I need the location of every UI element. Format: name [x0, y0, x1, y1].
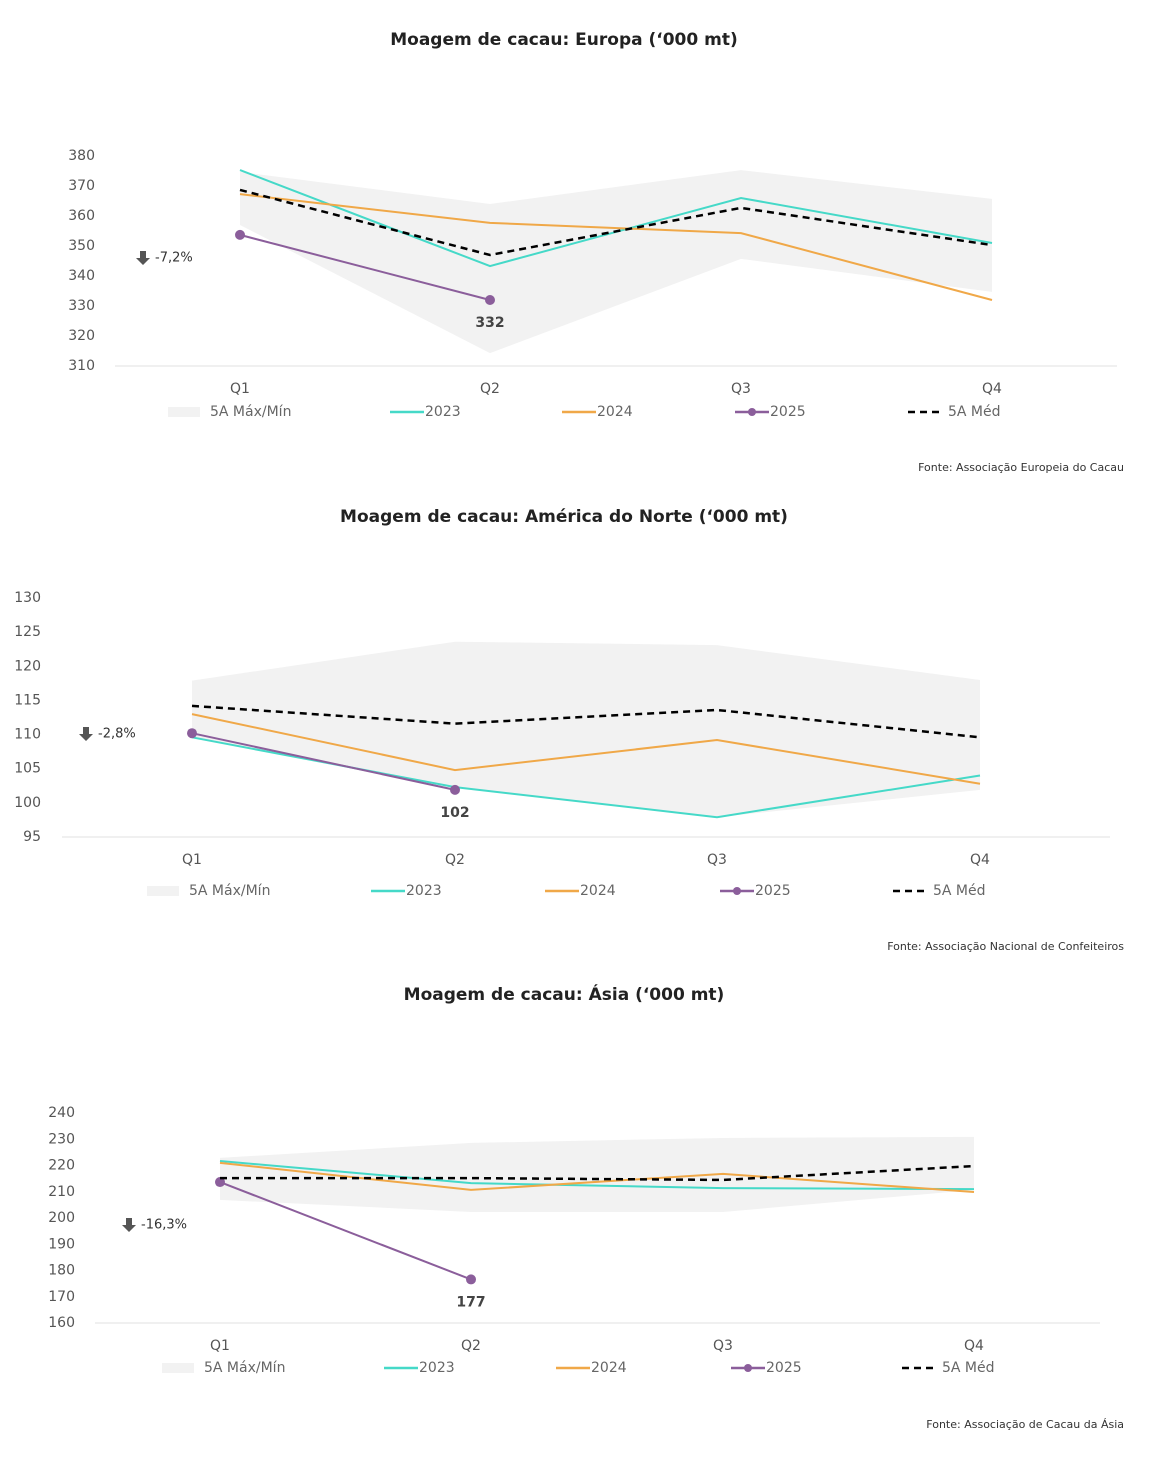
legend-label: 2023: [419, 1360, 455, 1376]
x-tick-label: Q1: [230, 381, 250, 397]
y-tick-label: 160: [48, 1315, 75, 1331]
x-tick-label: Q3: [707, 852, 727, 868]
series-line: [239, 188, 993, 257]
point: [466, 1274, 476, 1285]
legend-label: 2024: [591, 1360, 627, 1376]
y-tick-label: 105: [14, 761, 41, 777]
y-tick-label: 130: [14, 590, 41, 606]
y-tick-label: 110: [14, 727, 41, 743]
value-label: 102: [440, 805, 469, 821]
y-tick-label: 220: [48, 1158, 75, 1174]
legend-label: 2025: [755, 883, 791, 899]
y-tick-label: 200: [48, 1210, 75, 1226]
x-tick-label: Q1: [210, 1338, 230, 1354]
source: Fonte: Associação Europeia do Cacau: [918, 461, 1124, 474]
x-tick-label: Q2: [461, 1338, 481, 1354]
point: [215, 1177, 225, 1188]
y-tick-label: 170: [48, 1289, 75, 1305]
series-line: [191, 732, 456, 791]
x-tick-label: Q4: [964, 1338, 984, 1354]
point: [450, 784, 460, 795]
x-tick-label: Q4: [982, 381, 1002, 397]
series-line: [219, 1181, 472, 1281]
x-tick-label: Q3: [713, 1338, 733, 1354]
legend-label: 5A Méd: [948, 404, 1001, 420]
y-tick-label: 125: [14, 624, 41, 640]
series-line: [220, 1164, 975, 1182]
value-label: 177: [456, 1294, 485, 1310]
band-area: [220, 1136, 974, 1212]
x-tick-label: Q2: [445, 852, 465, 868]
point: [235, 229, 245, 240]
source: Fonte: Associação de Cacau da Ásia: [926, 1418, 1124, 1431]
point: [485, 295, 495, 305]
y-tick-label: 120: [14, 658, 41, 674]
legend-label: 5A Máx/Mín: [210, 404, 291, 420]
legend-label: 2025: [766, 1360, 802, 1376]
y-tick-label: 310: [68, 358, 95, 374]
y-tick-label: 340: [68, 268, 95, 284]
y-tick-label: 370: [68, 178, 95, 194]
chart-title: Moagem de cacau: Europa (‘000 mt): [390, 30, 738, 50]
x-tick-label: Q2: [480, 381, 500, 397]
y-tick-label: 180: [48, 1263, 75, 1279]
legend-swatch: [168, 407, 200, 417]
y-tick-label: 320: [68, 328, 95, 344]
legend-swatch: [162, 1363, 194, 1373]
legend-marker: [733, 887, 741, 895]
down-arrow-icon: [136, 251, 150, 265]
y-tick-label: 95: [23, 829, 41, 845]
y-tick-label: 230: [48, 1131, 75, 1147]
down-arrow-icon: [122, 1218, 136, 1232]
legend-label: 5A Máx/Mín: [189, 883, 270, 899]
x-tick-label: Q4: [970, 852, 990, 868]
y-tick-label: 210: [48, 1184, 75, 1200]
legend-label: 2024: [597, 404, 633, 420]
y-tick-label: 190: [48, 1236, 75, 1252]
legend-label: 5A Méd: [942, 1360, 995, 1376]
series-line: [191, 713, 981, 785]
chart-title: Moagem de cacau: Ásia (‘000 mt): [404, 983, 725, 1005]
band-area: [240, 170, 992, 354]
y-tick-label: 330: [68, 298, 95, 314]
legend-marker: [748, 408, 756, 416]
y-tick-label: 380: [68, 148, 95, 164]
y-tick-label: 240: [48, 1105, 75, 1121]
series-line: [219, 1161, 975, 1194]
chart-title: Moagem de cacau: América do Norte (‘000 …: [340, 507, 788, 527]
y-tick-label: 360: [68, 208, 95, 224]
legend-label: 2025: [770, 404, 806, 420]
y-tick-label: 100: [14, 795, 41, 811]
annotation: -7,2%: [155, 251, 193, 266]
y-tick-label: 350: [68, 238, 95, 254]
series-line: [219, 1160, 975, 1191]
annotation: -2,8%: [98, 727, 136, 742]
value-label: 332: [475, 315, 504, 331]
legend-label: 2023: [425, 404, 461, 420]
source: Fonte: Associação Nacional de Confeiteir…: [887, 940, 1124, 953]
annotation: -16,3%: [141, 1218, 187, 1233]
point: [187, 728, 197, 739]
legend-swatch: [147, 886, 179, 896]
down-arrow-icon: [79, 727, 93, 741]
legend-label: 5A Máx/Mín: [204, 1360, 285, 1376]
x-tick-label: Q1: [182, 852, 202, 868]
x-tick-label: Q3: [731, 381, 751, 397]
y-tick-label: 115: [14, 692, 41, 708]
legend-marker: [744, 1364, 752, 1372]
band-area: [192, 641, 980, 818]
series-line: [239, 233, 491, 301]
legend-label: 2023: [406, 883, 442, 899]
series-line: [239, 193, 993, 301]
legend-label: 2024: [580, 883, 616, 899]
legend-label: 5A Méd: [933, 883, 986, 899]
